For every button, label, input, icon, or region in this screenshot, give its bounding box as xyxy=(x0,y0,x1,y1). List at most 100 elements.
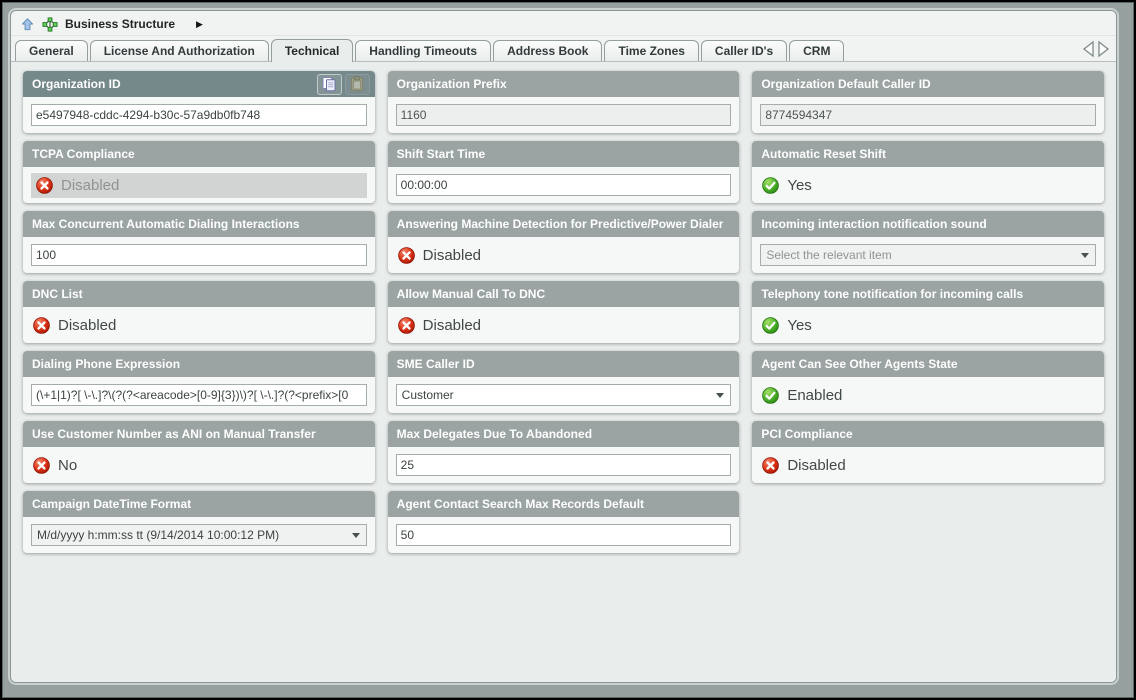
field-label: Max Delegates Due To Abandoned xyxy=(396,427,593,441)
field-body xyxy=(23,377,375,413)
field-card-sme-caller-id: SME Caller ID Customer xyxy=(387,351,740,413)
status-label: Disabled xyxy=(422,316,482,334)
organization-id-input[interactable] xyxy=(31,104,367,126)
field-label: Shift Start Time xyxy=(396,147,486,161)
sme-caller-id-dropdown[interactable]: Customer xyxy=(395,384,732,406)
tab-caller-id-s[interactable]: Caller ID's xyxy=(700,40,788,61)
chevron-down-icon xyxy=(716,392,725,398)
green-check-icon xyxy=(762,386,780,404)
settings-grid: Organization ID Organization Prefix Organi… xyxy=(11,62,1116,562)
breadcrumb-expand-arrow[interactable]: ▶ xyxy=(196,18,203,29)
field-header: Answering Machine Detection for Predicti… xyxy=(387,211,740,237)
field-card-agent-can-see-other-agents-state: Agent Can See Other Agents State Enabled xyxy=(752,351,1104,413)
field-label: Answering Machine Detection for Predicti… xyxy=(396,217,724,231)
field-label: Agent Contact Search Max Records Default xyxy=(396,497,645,511)
up-arrow-icon[interactable] xyxy=(20,17,35,32)
selected-value: Customer xyxy=(401,388,454,402)
field-label: PCI Compliance xyxy=(761,427,853,441)
status-label: Enabled xyxy=(787,386,843,404)
red-x-icon xyxy=(397,246,415,264)
tab-time-zones[interactable]: Time Zones xyxy=(604,40,699,61)
agent-contact-search-max-records-default-input[interactable] xyxy=(395,524,732,546)
business-structure-icon xyxy=(42,16,58,32)
status-value: Yes xyxy=(760,176,812,194)
field-label: Dialing Phone Expression xyxy=(32,357,181,371)
field-body: Disabled xyxy=(752,447,1104,483)
field-body: Disabled xyxy=(388,307,740,343)
tab-technical[interactable]: Technical xyxy=(270,39,354,62)
shift-start-time-input[interactable] xyxy=(395,174,732,196)
field-label: Telephony tone notification for incoming… xyxy=(761,287,1024,301)
dialing-phone-expression-input[interactable] xyxy=(31,384,367,406)
tab-address-book[interactable]: Address Book xyxy=(493,40,603,61)
field-body: M/d/yyyy h:mm:ss tt (9/14/2014 10:00:12 … xyxy=(23,517,375,553)
field-header: Shift Start Time xyxy=(387,141,740,167)
field-body: Disabled xyxy=(23,167,375,203)
field-body xyxy=(388,517,740,553)
field-card-telephony-tone-notification-for-incoming-calls: Telephony tone notification for incoming… xyxy=(752,281,1104,343)
tab-scroll-buttons xyxy=(1081,40,1111,58)
field-label: DNC List xyxy=(32,287,83,301)
max-concurrent-automatic-dialing-interactions-input[interactable] xyxy=(31,244,367,266)
status-label: No xyxy=(58,456,78,474)
tab-strip: General License And Authorization Technica… xyxy=(14,39,845,62)
field-label: Agent Can See Other Agents State xyxy=(761,357,958,371)
field-card-campaign-datetime-format: Campaign DateTime Format M/d/yyyy h:mm:ss… xyxy=(23,491,375,553)
breadcrumb: Business Structure ▶ xyxy=(11,11,1116,36)
tab-general[interactable]: General xyxy=(15,40,88,61)
organization-default-caller-id-input[interactable] xyxy=(760,104,1096,126)
field-label: Campaign DateTime Format xyxy=(32,497,192,511)
green-check-icon xyxy=(762,176,780,194)
field-card-tcpa-compliance: TCPA Compliance Disabled xyxy=(23,141,375,203)
tab-handling-timeouts[interactable]: Handling Timeouts xyxy=(355,40,492,61)
field-label: SME Caller ID xyxy=(396,357,475,371)
status-value: Enabled xyxy=(760,387,842,404)
field-label: TCPA Compliance xyxy=(32,147,135,161)
incoming-interaction-notification-sound-dropdown[interactable]: Select the relevant item xyxy=(760,244,1096,266)
field-header: PCI Compliance xyxy=(752,421,1104,447)
status-value: Disabled xyxy=(396,317,481,334)
field-label: Automatic Reset Shift xyxy=(761,147,887,161)
tab-license-and-authorization[interactable]: License And Authorization xyxy=(89,40,269,61)
max-delegates-due-to-abandoned-input[interactable] xyxy=(395,454,732,476)
field-header: Automatic Reset Shift xyxy=(752,141,1104,167)
field-body xyxy=(388,167,740,203)
field-body: Yes xyxy=(752,307,1104,343)
field-label: Incoming interaction notification sound xyxy=(761,217,987,231)
field-label: Allow Manual Call To DNC xyxy=(396,287,546,301)
field-body: Disabled xyxy=(388,237,740,273)
field-card-organization-id: Organization ID xyxy=(23,71,375,133)
chevron-down-icon xyxy=(351,532,360,538)
field-header: Organization Prefix xyxy=(387,71,740,97)
chevron-down-icon xyxy=(1080,252,1089,258)
status-value: No xyxy=(31,457,77,474)
campaign-datetime-format-dropdown[interactable]: M/d/yyyy h:mm:ss tt (9/14/2014 10:00:12 … xyxy=(31,524,367,546)
field-header: SME Caller ID xyxy=(387,351,740,377)
field-body: No xyxy=(23,447,375,483)
field-body xyxy=(752,97,1104,133)
field-card-dialing-phone-expression: Dialing Phone Expression xyxy=(23,351,375,413)
field-card-organization-default-caller-id: Organization Default Caller ID xyxy=(752,71,1104,133)
field-card-agent-contact-search-max-records-default: Agent Contact Search Max Records Default xyxy=(387,491,740,553)
field-label: Organization Default Caller ID xyxy=(761,77,931,91)
scroll-tabs-left-icon[interactable] xyxy=(1081,40,1096,58)
tab-bar: General License And Authorization Technica… xyxy=(11,36,1116,62)
field-body xyxy=(388,97,740,133)
organization-prefix-input[interactable] xyxy=(395,104,732,126)
field-body: Enabled xyxy=(752,377,1104,413)
field-header: Telephony tone notification for incoming… xyxy=(752,281,1104,307)
field-card-incoming-interaction-notification-sound: Incoming interaction notification sound S… xyxy=(752,211,1104,273)
tab-crm[interactable]: CRM xyxy=(789,40,845,61)
breadcrumb-title: Business Structure xyxy=(65,17,176,31)
copy-button[interactable] xyxy=(316,73,342,95)
field-card-shift-start-time: Shift Start Time xyxy=(387,141,740,203)
field-body: Disabled xyxy=(23,307,375,343)
scroll-tabs-right-icon[interactable] xyxy=(1096,40,1111,58)
status-value: Disabled xyxy=(396,247,481,264)
green-check-icon xyxy=(762,316,780,334)
status-label: Disabled xyxy=(422,246,482,264)
red-x-icon xyxy=(762,456,780,474)
field-card-allow-manual-call-to-dnc: Allow Manual Call To DNC Disabled xyxy=(387,281,740,343)
copy-icon xyxy=(321,76,337,92)
